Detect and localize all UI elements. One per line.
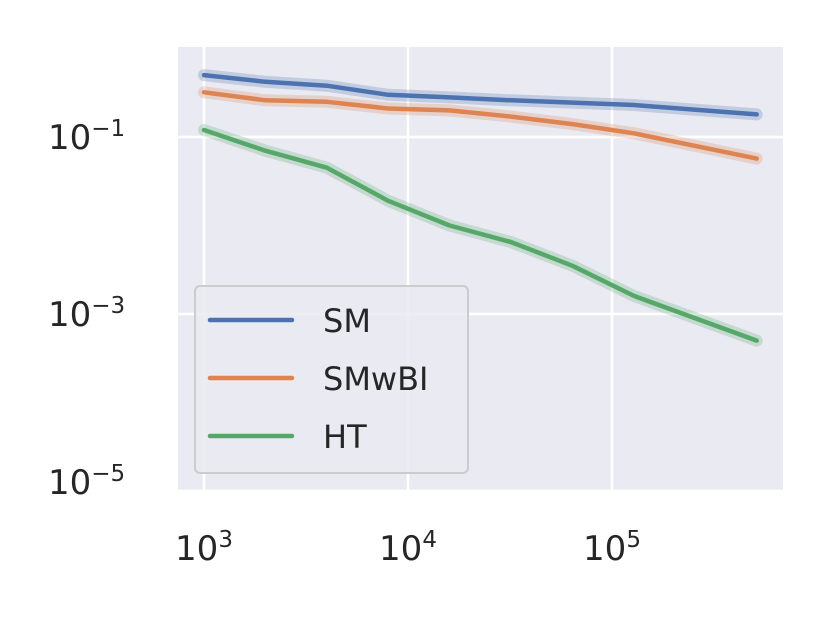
- x-tick-exponent: 4: [422, 527, 437, 553]
- x-axis-ticks: 103 104 105: [175, 527, 641, 569]
- y-tick-label: 10−3: [48, 293, 125, 335]
- y-tick-exponent: −5: [91, 461, 125, 487]
- series-line-ht: [201, 127, 759, 343]
- y-tick-label: 10−1: [48, 116, 125, 158]
- legend-label-ht: HT: [323, 418, 367, 456]
- legend-label-smwbi: SMwBI: [323, 360, 428, 398]
- series-line-sm: [201, 72, 759, 117]
- y-axis-ticks: 10−110−310−5: [48, 116, 125, 503]
- legend-box: [194, 285, 469, 474]
- y-tick-exponent: −3: [91, 293, 125, 319]
- y-tick-base: 10: [48, 463, 91, 503]
- x-tick-label: 103: [175, 527, 233, 569]
- x-tick-base: 10: [583, 529, 626, 569]
- y-tick-exponent: −1: [91, 116, 125, 142]
- x-tick-base: 10: [175, 529, 218, 569]
- x-tick-label: 105: [583, 527, 641, 569]
- legend-label-sm: SM: [323, 302, 371, 340]
- y-tick-label: 10−5: [48, 461, 125, 503]
- legend: SM SMwBI HT: [194, 285, 469, 474]
- x-tick-exponent: 5: [626, 527, 641, 553]
- y-tick-base: 10: [48, 118, 91, 158]
- x-tick-label: 104: [379, 527, 437, 569]
- y-tick-base: 10: [48, 295, 91, 335]
- series-lines: [201, 72, 759, 343]
- series-line-smwbi: [201, 90, 759, 161]
- x-tick-base: 10: [379, 529, 422, 569]
- grid-lines: [178, 47, 783, 493]
- x-tick-exponent: 3: [218, 527, 233, 553]
